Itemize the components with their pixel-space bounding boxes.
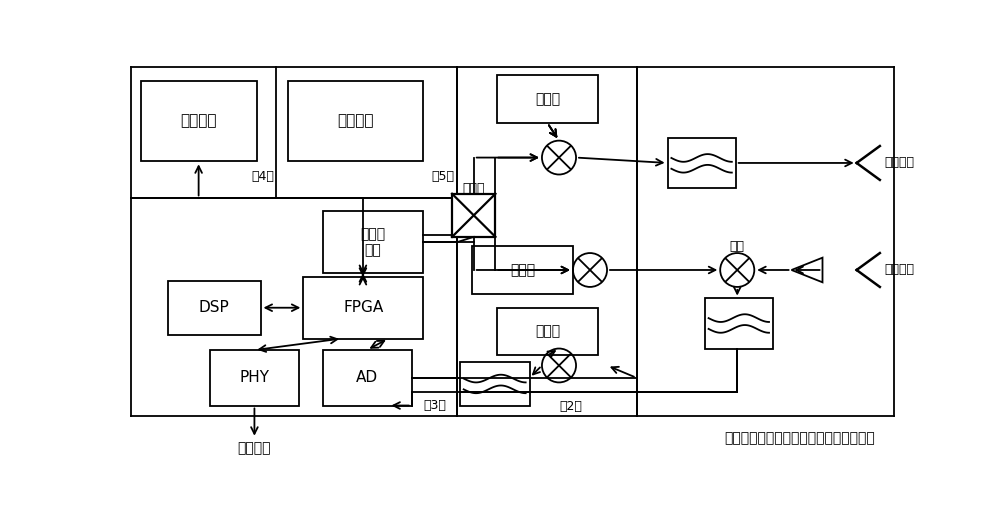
Text: FPGA: FPGA [343,300,383,315]
Text: （5）: （5） [431,170,454,183]
Text: 注：图中电源到各个分系统的连线未连接: 注：图中电源到各个分系统的连线未连接 [724,432,875,446]
Text: 调频信
号源: 调频信 号源 [360,227,386,258]
Text: 伺服控制: 伺服控制 [180,113,217,128]
Bar [472,246,573,294]
Bar [497,308,598,356]
Text: AD: AD [356,370,378,385]
Text: DSP: DSP [199,300,230,315]
Text: 控制中心: 控制中心 [238,441,271,455]
Bar [288,81,423,161]
Text: 混频: 混频 [730,240,745,252]
Bar [460,362,530,406]
Text: （3）: （3） [424,399,446,412]
Bar [210,350,299,406]
Bar [303,277,423,338]
Bar [323,212,423,273]
Bar [497,75,598,123]
Text: 接收天线: 接收天线 [885,264,914,276]
Bar [168,281,261,335]
Bar [705,298,773,349]
Bar [668,138,736,189]
Text: 发射天线: 发射天线 [885,156,914,170]
Bar [140,81,257,161]
Bar [452,194,495,237]
Text: 耦合器: 耦合器 [462,182,485,195]
Text: 点频源: 点频源 [535,92,560,106]
Text: 电源转换: 电源转换 [337,113,374,128]
Text: PHY: PHY [240,370,270,385]
Text: （4）: （4） [252,170,274,183]
Text: 点频源: 点频源 [510,263,535,277]
Bar [323,350,412,406]
Text: （2）: （2） [559,400,582,413]
Text: 点频源: 点频源 [535,324,560,339]
